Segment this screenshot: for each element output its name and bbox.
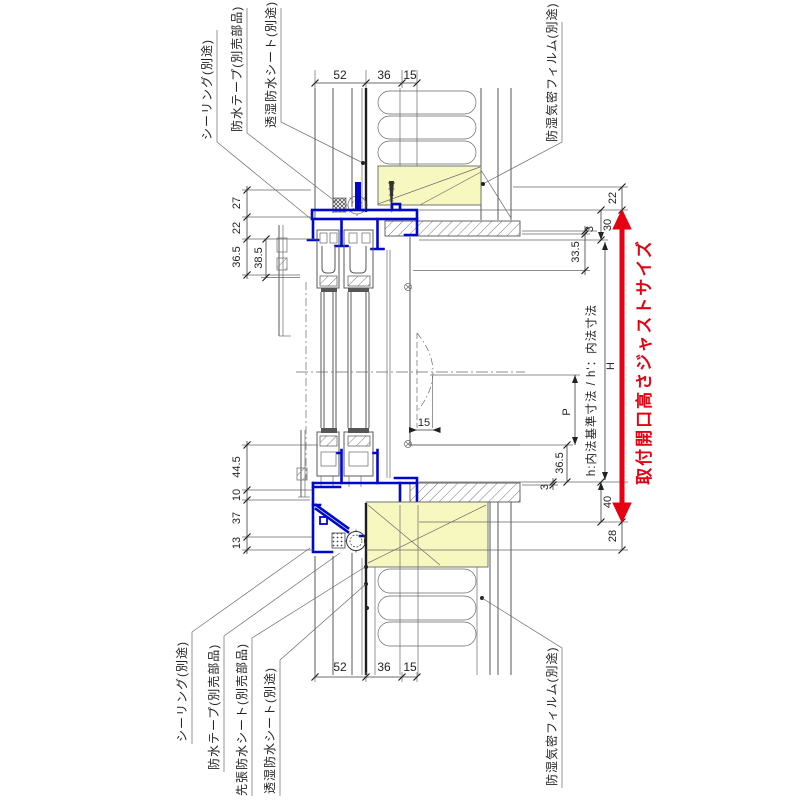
dim-37: 37	[231, 512, 243, 524]
dim-44-5: 44.5	[231, 456, 243, 477]
sash-bottom-rails	[316, 428, 374, 487]
label-waterproof-tape-top: 防水テープ(別売部品)	[229, 6, 244, 132]
dim-27: 27	[231, 197, 243, 209]
screen-rail-profile	[276, 225, 310, 498]
dim-22-right: 22	[607, 192, 619, 204]
leader-line	[223, 552, 341, 772]
dim-22-left: 22	[231, 222, 243, 234]
fit-size-label: 取付開口高さジャストサイズ	[634, 239, 654, 485]
dim-13: 13	[231, 537, 243, 549]
dim-H: H	[605, 362, 617, 370]
dim-top-36: 36	[377, 68, 391, 82]
inner-dimension-note: h:内法基準寸法 / h'：内法寸法	[584, 304, 598, 476]
dim-36-5-right: 36.5	[554, 452, 566, 473]
sash-top-rails	[316, 229, 374, 292]
dim-bottom-36: 36	[377, 660, 391, 674]
dim-36-5-left: 36.5	[231, 246, 243, 267]
leader-labels-top: シーリング(別途) 防水テープ(別売部品) 透湿防水シート(別途) 防湿気密フィ…	[199, 1, 563, 220]
dimensions-left: 27 22 36.5 38.5 44.5 10 37 13	[231, 186, 318, 554]
double-glazing	[320, 292, 370, 428]
leader-line	[481, 597, 563, 788]
label-vapor-barrier-bottom: 防湿気密フィルム(別途)	[544, 646, 559, 786]
dim-bottom-52: 52	[333, 660, 347, 674]
sill-lumber-highlight	[365, 501, 489, 568]
window-head-frame	[306, 182, 419, 251]
dimensions-bottom: 52 36 15	[311, 660, 421, 682]
leader-line	[246, 8, 337, 203]
label-preapplied-sheet-bottom: 先張防水シート(別売部品)	[234, 643, 249, 796]
sliding-sashes	[276, 225, 525, 498]
dim-top-15: 15	[403, 68, 417, 82]
dim-40: 40	[602, 496, 614, 508]
dim-3-upper: 3	[584, 226, 596, 232]
dim-33-5: 33.5	[570, 241, 582, 262]
dim-15-center: 15	[418, 417, 430, 429]
dim-bottom-15: 15	[403, 660, 417, 674]
label-sealing-top: シーリング(別途)	[199, 39, 214, 140]
wall-section-top	[314, 88, 512, 220]
dim-30: 30	[602, 219, 614, 231]
interior-casing	[384, 220, 521, 503]
dim-10: 10	[231, 489, 243, 501]
insulation-batt-top-icon	[377, 90, 477, 165]
dim-3-lower: 3	[539, 484, 551, 490]
dim-28: 28	[607, 530, 619, 542]
dim-38-5: 38.5	[253, 247, 265, 268]
label-breathable-sheet-bottom: 透湿防水シート(別途)	[262, 667, 277, 794]
fit-size-arrow: 取付開口高さジャストサイズ	[612, 208, 654, 524]
insulation-batt-bottom-icon	[377, 568, 477, 647]
label-waterproof-tape-bottom: 防水テープ(別売部品)	[206, 644, 221, 770]
leader-line	[279, 583, 367, 796]
dimensions-top: 52 36 15	[311, 68, 421, 88]
leader-line	[251, 566, 366, 796]
label-sealing-bottom: シーリング(別途)	[174, 641, 189, 742]
leader-line	[482, 22, 563, 185]
leader-line	[191, 547, 311, 744]
label-breathable-sheet-top: 透湿防水シート(別途)	[263, 1, 278, 128]
opening-swing-arc	[416, 332, 434, 428]
screw-top-icon	[388, 181, 395, 214]
casing-screw-icon	[404, 283, 412, 448]
dim-top-52: 52	[333, 68, 347, 82]
dim-P: P	[561, 408, 573, 415]
sill-anchor-icon	[331, 529, 368, 553]
wall-section-bottom	[314, 501, 512, 675]
leader-line	[216, 30, 312, 220]
leader-line	[280, 8, 364, 164]
leader-labels-bottom: シーリング(別途) 防水テープ(別売部品) 先張防水シート(別売部品) 透湿防水…	[174, 547, 563, 796]
dimension-opening-15: 15	[409, 417, 441, 433]
lintel-lumber-highlight	[377, 165, 482, 206]
label-vapor-barrier-top: 防湿気密フィルム(別途)	[544, 2, 559, 142]
